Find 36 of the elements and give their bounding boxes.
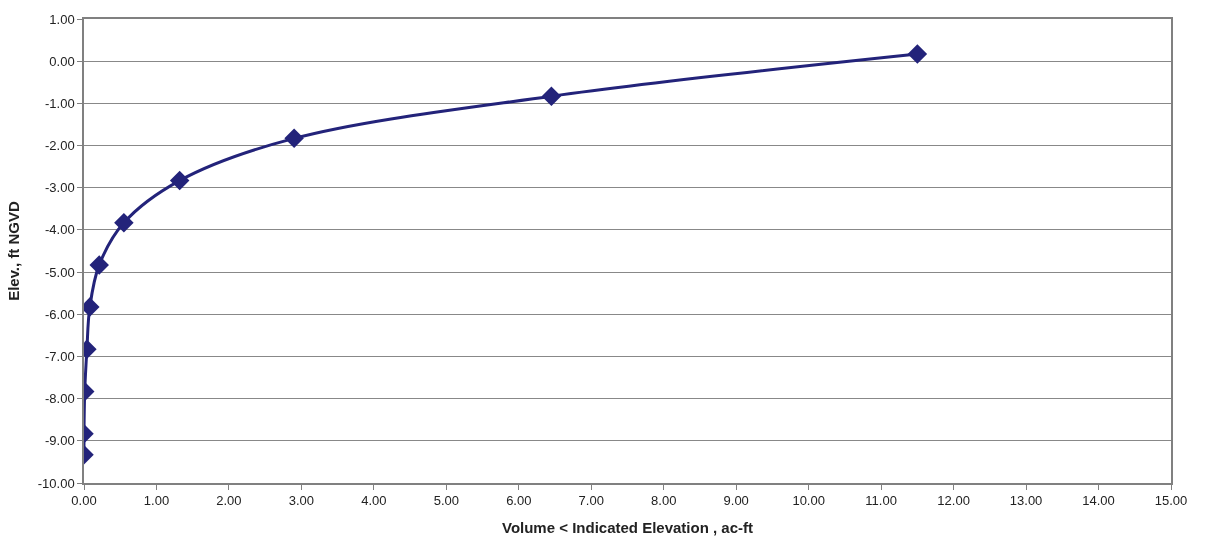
x-tick-label: 2.00 <box>216 493 242 509</box>
y-tick-label: -1.00 <box>45 95 75 111</box>
x-tick-label: 4.00 <box>361 493 387 509</box>
x-tick-label: 13.00 <box>1009 493 1043 509</box>
x-tick-label: 3.00 <box>288 493 315 509</box>
point <box>541 86 562 106</box>
x-axis-title: Volume < Indicated Elevation , ac-ft <box>501 518 754 536</box>
x-tick-label: 14.00 <box>1082 493 1115 509</box>
point <box>114 212 134 233</box>
y-tick-label: -3.00 <box>45 180 75 196</box>
x-tick-label: 9.00 <box>723 493 749 509</box>
y-tick-label: -10.00 <box>37 475 75 491</box>
x-tick-label: 15.00 <box>1154 493 1188 509</box>
x-tick-label: 5.00 <box>433 493 459 509</box>
y-tick-label: -8.00 <box>45 391 75 407</box>
x-tick-label: 6.00 <box>506 493 532 509</box>
x-tick-label: 11.00 <box>865 493 897 509</box>
y-tick-label: -7.00 <box>45 349 75 364</box>
x-tick-label: 0.00 <box>71 493 97 509</box>
y-tick-label: 1.00 <box>49 11 75 27</box>
y-tick-label: -5.00 <box>45 264 75 280</box>
point <box>89 255 109 275</box>
y-tick-label: -4.00 <box>45 222 75 238</box>
y-tick-label: -6.00 <box>45 306 75 322</box>
point <box>284 128 304 149</box>
x-tick-label: 10.00 <box>792 493 825 509</box>
x-tick-label: 1.00 <box>143 493 170 509</box>
x-tick-label: 12.00 <box>937 493 970 509</box>
y-tick-label: 0.00 <box>49 53 75 69</box>
point <box>169 170 190 191</box>
y-axis-title: Elev., ft NGVD <box>4 200 22 301</box>
point <box>907 44 928 64</box>
x-tick-label: 8.00 <box>651 493 677 509</box>
y-tick-label: -2.00 <box>45 138 75 154</box>
x-tick-label: 7.00 <box>578 493 604 509</box>
y-tick-label: -9.00 <box>45 433 75 449</box>
